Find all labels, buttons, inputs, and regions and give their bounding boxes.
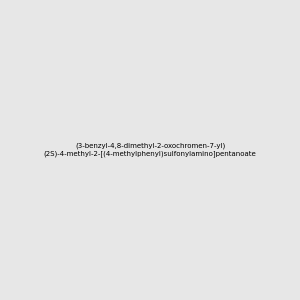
Text: (3-benzyl-4,8-dimethyl-2-oxochromen-7-yl) (2S)-4-methyl-2-[(4-methylphenyl)sulfo: (3-benzyl-4,8-dimethyl-2-oxochromen-7-yl… bbox=[44, 143, 256, 157]
